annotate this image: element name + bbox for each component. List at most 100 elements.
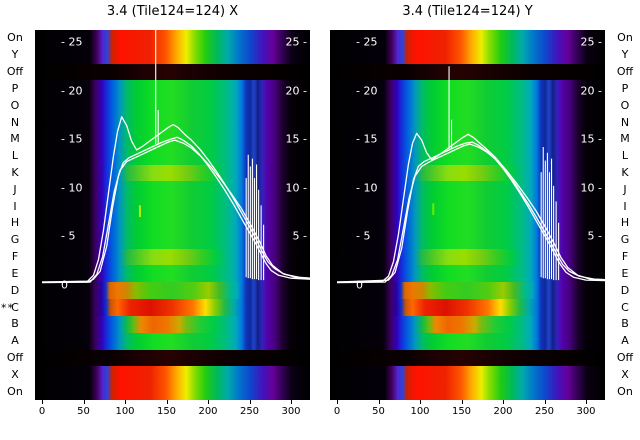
row-labels-left: On Y Off P O N M L K J I H G F E D C B A Off X On [0, 0, 30, 440]
row-label-d: D [620, 283, 630, 297]
y-tick-label-left: - 25 [356, 35, 378, 49]
row-label-on: On [617, 31, 633, 45]
row-label-a: A [11, 334, 19, 348]
row-label-g: G [620, 233, 630, 247]
heatmap-row-d-15 [35, 282, 310, 300]
x-tick-mark [83, 400, 85, 404]
heatmap-row-on-0 [35, 30, 310, 48]
x-tick-label: 150 [451, 406, 472, 417]
heatmap-row-b-17 [330, 315, 605, 334]
row-label-b: B [11, 317, 19, 331]
row-label-y: Y [621, 48, 629, 62]
spectrum-curve-0 [336, 141, 605, 283]
row-label-b: B [621, 317, 629, 331]
y-tick-label-right: 15 - [580, 132, 602, 146]
y-tick-label-left: - 25 [61, 35, 83, 49]
heatmap-row-c-16 [330, 299, 605, 317]
row-label-o: O [620, 98, 630, 112]
heatmap-row-n-5 [330, 114, 605, 132]
x-tick-label: 100 [115, 406, 135, 417]
x-tick-mark [166, 400, 168, 404]
spectrum-curve-1 [336, 132, 605, 283]
y-tick-label-left: - 15 [61, 132, 83, 146]
row-label-c: C [621, 300, 629, 314]
heatmap-row-p-3 [330, 80, 605, 98]
x-tick-mark [586, 400, 587, 404]
row-label-on: On [7, 31, 23, 45]
x-tick-mark [461, 400, 463, 404]
row-label-y: Y [11, 48, 19, 62]
heatmap-row-m-6 [35, 130, 310, 149]
row-label-f: F [11, 250, 19, 264]
heatmap-row-g-12 [35, 231, 310, 250]
y-tick-label-left: - 10 [61, 181, 83, 195]
row-label-h: H [10, 216, 20, 230]
heatmap-row-x-20 [35, 366, 310, 384]
x-tick-label: 50 [372, 406, 385, 417]
row-label-a: A [621, 334, 629, 348]
row-label-e: E [11, 266, 19, 280]
plot-title-x: 3.4 (Tile124=124) X [106, 4, 239, 19]
x-tick-mark [125, 400, 126, 404]
y-tick-label-left: - 10 [356, 181, 378, 195]
x-tick-label: 0 [38, 406, 46, 417]
y-tick-label-right: 20 - [285, 84, 307, 98]
y-tick-label-right: 25 - [580, 35, 602, 49]
x-tick-label: 250 [534, 406, 555, 417]
heatmap-row-on-0 [330, 30, 605, 48]
x-tick-label: 200 [493, 406, 513, 417]
x-tick-label: 250 [239, 406, 260, 417]
row-label-off: Off [6, 350, 24, 364]
x-tick-label: 50 [77, 406, 90, 417]
x-tick-mark [503, 400, 504, 404]
heatmap-row-p-3 [35, 80, 310, 98]
heatmap-row-k-8 [330, 164, 605, 183]
y-tick-label-right: 5 - [587, 229, 602, 243]
row-label-x: X [621, 367, 629, 381]
heatmap-plot-y: - 25 25 - - 20 20 - - 15 15 - - 10 10 - - 5 5 - 0 [330, 30, 605, 400]
heatmap-row-l-7 [35, 147, 310, 166]
heatmap-row-j-9 [330, 181, 605, 199]
y-tick-label-right: 15 - [285, 132, 307, 146]
annotation-marker: ** [1, 301, 14, 314]
heatmap-row-m-6 [330, 130, 605, 149]
heatmap-row-e-14 [330, 265, 605, 283]
y-tick-label-left: 0 [61, 278, 68, 292]
row-label-g: G [10, 233, 20, 247]
y-tick-label-right: 20 - [580, 84, 602, 98]
heatmap-row-off-19 [35, 349, 310, 368]
row-label-m: M [10, 132, 20, 146]
row-label-i: I [623, 199, 627, 213]
row-label-o: O [10, 98, 20, 112]
row-label-m: M [620, 132, 630, 146]
x-tick-label: 150 [156, 406, 177, 417]
row-label-h: H [620, 216, 630, 230]
row-label-f: F [621, 250, 629, 264]
heatmap-row-o-4 [35, 97, 310, 115]
row-label-c: C [11, 300, 19, 314]
x-tick-label: 0 [333, 406, 341, 417]
heatmap-row-off-2 [330, 63, 605, 82]
row-label-p: P [621, 81, 629, 95]
spectrum-curves [41, 30, 310, 284]
row-label-on: On [7, 384, 23, 398]
x-tick-mark [249, 400, 251, 404]
heatmap-row-on-21 [330, 383, 605, 400]
y-tick-label-right: 10 - [285, 181, 307, 195]
spectrum-curve-0 [42, 136, 310, 283]
spectrum-curve-2 [336, 143, 605, 284]
y-tick-label-right: 10 - [580, 181, 602, 195]
y-tick-label-left: - 5 [61, 229, 76, 243]
x-tick-mark [291, 400, 292, 404]
y-tick-label-left: - 5 [356, 229, 371, 243]
row-label-l: L [621, 149, 629, 163]
heatmap-row-j-9 [35, 181, 310, 199]
heatmap-plot-x: - 25 25 - - 20 20 - - 15 15 - - 10 10 - - 5 5 - 0 [35, 30, 310, 400]
x-tick-label: 100 [410, 406, 430, 417]
heatmap-row-l-7 [330, 147, 605, 166]
y-tick-label-left: - 15 [356, 132, 378, 146]
row-label-j: J [13, 182, 17, 196]
heatmap-row-x-20 [330, 366, 605, 384]
y-tick-label-left: - 20 [356, 84, 378, 98]
